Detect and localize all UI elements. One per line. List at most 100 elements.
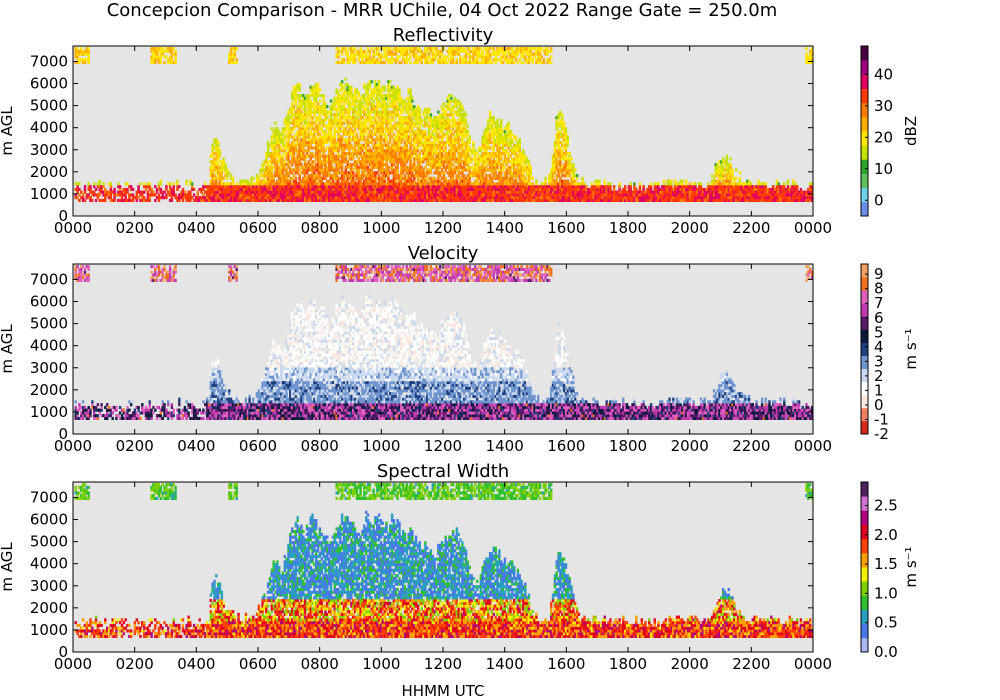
heatmap-cell (418, 124, 421, 128)
heatmap-cell (459, 157, 462, 161)
heatmap-cell (485, 47, 488, 51)
heatmap-cell (437, 49, 440, 53)
heatmap-cell (344, 91, 347, 95)
heatmap-cell (433, 138, 436, 142)
heatmap-cell (237, 196, 240, 200)
heatmap-cell (326, 138, 329, 142)
heatmap-cell (285, 152, 288, 156)
heatmap-cell (420, 143, 423, 147)
heatmap-cell (305, 152, 309, 156)
heatmap-cell (381, 163, 384, 167)
heatmap-cell (424, 193, 427, 197)
heatmap-cell (429, 47, 433, 51)
heatmap-cell (337, 91, 340, 95)
heatmap-cell (180, 196, 183, 200)
heatmap-cell (485, 55, 488, 59)
heatmap-cell (402, 157, 405, 161)
heatmap-cell (446, 163, 449, 167)
heatmap-cell (374, 85, 377, 89)
heatmap-cell (226, 187, 229, 191)
heatmap-cell (461, 185, 464, 189)
heatmap-cell (209, 190, 212, 194)
heatmap-cell (357, 140, 360, 144)
heatmap-cell (270, 193, 273, 197)
heatmap-cell (313, 107, 316, 111)
heatmap-cell (392, 138, 396, 142)
heatmap-cell (468, 171, 471, 175)
heatmap-cell (348, 193, 351, 197)
heatmap-cell (492, 149, 495, 153)
heatmap-cell (294, 146, 298, 150)
heatmap-cell (322, 149, 325, 153)
heatmap-cell (385, 196, 388, 200)
heatmap-cell (292, 198, 296, 202)
heatmap-cell (235, 196, 238, 200)
heatmap-cell (405, 193, 409, 197)
heatmap-cell (276, 187, 279, 191)
heatmap-cell (459, 152, 462, 156)
heatmap-cell (291, 171, 294, 175)
heatmap-cell (439, 127, 442, 131)
heatmap-cell (229, 193, 233, 197)
heatmap-cell (178, 198, 181, 202)
heatmap-cell (339, 110, 342, 114)
heatmap-cell (342, 47, 346, 51)
heatmap-cell (359, 113, 362, 117)
heatmap-cell (383, 96, 386, 100)
heatmap-cell (146, 193, 150, 197)
heatmap-cell (283, 118, 286, 122)
heatmap-cell (437, 118, 440, 122)
heatmap-cell (488, 187, 492, 191)
heatmap-cell (333, 198, 336, 202)
heatmap-cell (344, 165, 347, 169)
heatmap-cell (383, 85, 386, 89)
heatmap-cell (266, 165, 270, 169)
heatmap-cell (437, 160, 440, 164)
heatmap-cell (374, 96, 377, 100)
heatmap-cell (365, 107, 368, 111)
heatmap-cell (396, 135, 399, 139)
heatmap-cell (307, 118, 310, 122)
heatmap-cell (307, 187, 310, 191)
heatmap-cell (324, 107, 327, 111)
heatmap-cell (307, 193, 310, 197)
heatmap-cell (207, 190, 211, 194)
heatmap-cell (385, 174, 388, 178)
heatmap-cell (315, 165, 318, 169)
heatmap-cell (352, 193, 355, 197)
heatmap-cell (292, 179, 296, 183)
heatmap-cell (329, 113, 333, 117)
heatmap-cell (322, 121, 325, 125)
heatmap-cell (392, 185, 396, 189)
heatmap-cell (320, 182, 323, 186)
heatmap-cell (394, 52, 397, 56)
heatmap-cell (283, 176, 286, 180)
heatmap-cell (272, 179, 275, 183)
heatmap-cell (372, 102, 375, 106)
heatmap-cell (368, 179, 372, 183)
heatmap-cell (418, 185, 421, 189)
heatmap-cell (427, 160, 431, 164)
heatmap-cell (329, 110, 333, 114)
heatmap-cell (461, 168, 464, 172)
heatmap-cell (350, 152, 353, 156)
heatmap-cell (283, 127, 286, 131)
heatmap-cell (422, 185, 425, 189)
heatmap-cell (344, 96, 347, 100)
heatmap-cell (446, 102, 449, 106)
heatmap-cell (328, 138, 331, 142)
heatmap-cell (189, 196, 192, 200)
heatmap-cell (224, 174, 227, 178)
heatmap-cell (394, 102, 397, 106)
heatmap-cell (366, 193, 370, 197)
heatmap-cell (353, 127, 357, 131)
heatmap-cell (420, 176, 423, 180)
heatmap-cell (366, 105, 370, 109)
heatmap-cell (414, 58, 418, 62)
heatmap-cell (335, 121, 338, 125)
heatmap-cell (440, 149, 444, 153)
heatmap-cell (444, 185, 447, 189)
heatmap-cell (481, 52, 484, 56)
heatmap-cell (374, 132, 377, 136)
heatmap-cell (93, 182, 96, 186)
